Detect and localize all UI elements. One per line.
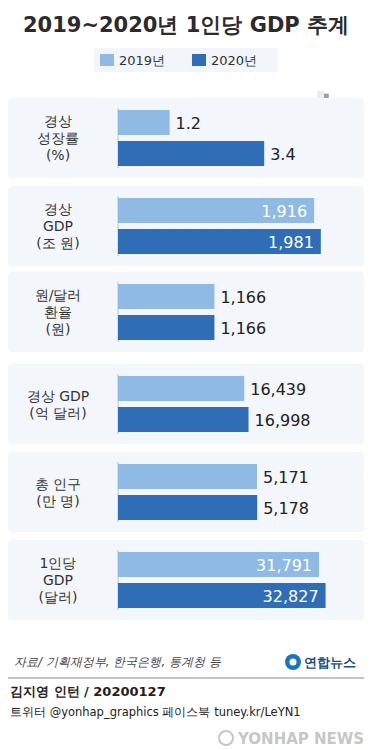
bars [118, 464, 257, 520]
data-labels: 5,171 5,178 [263, 468, 309, 518]
chart-title: 원/달러환율(원) [35, 287, 82, 337]
bars [118, 110, 264, 166]
watermark-text: YONHAP NEWS [237, 730, 364, 748]
bar-chart: 총 인구(만 명) 5,171 5,178 [8, 452, 364, 532]
title-line: 1인당 [40, 555, 77, 571]
data-label: 5,171 [263, 468, 309, 487]
chart-title: 경상성장률(%) [37, 113, 79, 163]
panel [8, 452, 364, 532]
bar [118, 229, 321, 254]
data-label: 32,827 [263, 587, 319, 606]
chart-title: 경상 GDP(억 달러) [27, 388, 90, 421]
bar [118, 315, 214, 340]
panel [8, 98, 364, 178]
panel [8, 272, 364, 352]
source: 자료/ 기획재정부, 한국은행, 통계청 등 [14, 655, 222, 669]
data-label: 16,439 [250, 380, 306, 399]
bar [118, 495, 257, 520]
bar-chart: 경상GDP(조 원) 1,916 1,981 [8, 186, 364, 266]
data-label: 5,178 [263, 499, 309, 518]
bar [118, 110, 170, 135]
credit: 김지영 인턴 / 20200127 [10, 684, 166, 699]
title-line: 총 인구 [35, 476, 81, 492]
panel [8, 186, 364, 266]
divider [8, 678, 364, 679]
bar [118, 552, 319, 577]
data-label: 16,998 [255, 411, 311, 430]
bars [118, 376, 249, 432]
bar-chart: 원/달러환율(원) 1,166 1,166 [8, 272, 364, 352]
bar [118, 407, 249, 432]
title-line: (만 명) [36, 493, 79, 509]
bar [118, 141, 264, 166]
data-labels: 1,916 1,981 [261, 202, 313, 252]
bar-chart: 경상성장률(%) 1.2 3.4 [8, 98, 364, 178]
infographic: 2019~2020년 1인당 GDP 추계2019년2020년경상성장률(%)1… [0, 0, 372, 750]
bar-chart: 1인당GDP(달러) 31,791 32,827 [8, 540, 364, 620]
title-line: (달러) [39, 589, 78, 605]
chart-title: 경상GDP(조 원) [36, 201, 79, 251]
panel [8, 364, 364, 444]
legend-box [94, 48, 278, 72]
legend-label: 2020년 [211, 53, 257, 68]
logo-text: 연합뉴스 [304, 655, 356, 670]
title-line: (%) [46, 147, 70, 163]
chart-title: 총 인구(만 명) [35, 476, 81, 509]
data-labels: 31,791 32,827 [256, 556, 319, 606]
legend-label: 2019년 [119, 53, 165, 68]
title-line: 환율 [44, 304, 72, 320]
legend-swatch [192, 54, 206, 66]
logo-mark-inner [290, 659, 297, 666]
logo: 연합뉴스 [285, 654, 356, 670]
watermark-mark [219, 731, 233, 745]
title: 2019~2020년 1인당 GDP 추계 [23, 13, 349, 37]
bars [118, 552, 326, 608]
data-label: 1,916 [261, 202, 307, 221]
title-line: GDP [43, 218, 73, 234]
logo-mark [285, 654, 301, 670]
bar [118, 464, 257, 489]
data-labels: 1.2 3.4 [176, 114, 296, 164]
data-labels: 1,166 1,166 [220, 288, 266, 338]
title-line: 경상 [44, 113, 72, 129]
title-line: GDP [43, 572, 73, 588]
legend: 2019년 2020년 [94, 48, 278, 72]
title-line: (조 원) [36, 235, 79, 251]
data-label: 1,166 [220, 288, 266, 307]
data-label: 31,791 [256, 556, 312, 575]
title-line: 경상 [44, 201, 72, 217]
data-label: 1,166 [220, 319, 266, 338]
bar-chart: 경상 GDP(억 달러) 16,439 16,998 [8, 364, 364, 444]
title-line: 원/달러 [35, 287, 82, 303]
data-label: 1.2 [176, 114, 201, 133]
bars [118, 198, 321, 254]
panel [8, 540, 364, 620]
bar [118, 284, 214, 309]
bar [118, 583, 326, 608]
title-line: (원) [46, 321, 71, 337]
data-label: 3.4 [270, 145, 295, 164]
title-line: (억 달러) [29, 405, 86, 421]
bars [118, 284, 214, 340]
bar [118, 198, 314, 223]
title-line: 경상 GDP [27, 388, 90, 404]
watermark: YONHAP NEWS [219, 730, 364, 748]
title-line: 성장률 [37, 130, 79, 146]
chart-title: 1인당GDP(달러) [39, 555, 78, 605]
bar [118, 376, 244, 401]
data-labels: 16,439 16,998 [250, 380, 310, 430]
social: 트위터 @yonhap_graphics 페이스북 tuney.kr/LeYN1 [10, 705, 301, 719]
legend-swatch [100, 54, 114, 66]
data-label: 1,981 [268, 233, 314, 252]
